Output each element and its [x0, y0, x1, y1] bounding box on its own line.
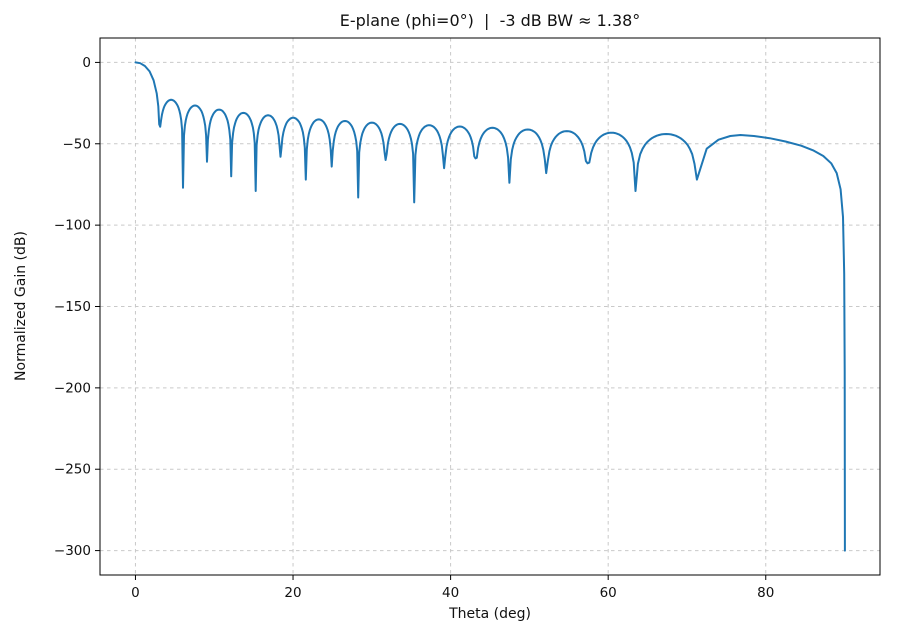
plot-border — [99, 37, 881, 576]
chart-title: E-plane (phi=0°) | -3 dB BW ≈ 1.38° — [339, 11, 641, 30]
x-tick-label: 80 — [757, 585, 774, 601]
y-tick-label: −100 — [54, 218, 91, 234]
y-tick-label: −300 — [54, 543, 91, 559]
y-axis-label: Normalized Gain (dB) — [13, 231, 29, 381]
x-tick-label: 40 — [442, 585, 459, 601]
y-tick-label: 0 — [82, 55, 91, 71]
x-tick-label: 60 — [600, 585, 617, 601]
y-tick-label: −250 — [54, 462, 91, 478]
pattern-curve — [134, 61, 846, 552]
x-tick-label: 20 — [284, 585, 301, 601]
x-axis-label: Theta (deg) — [449, 606, 531, 622]
y-tick-label: −200 — [54, 380, 91, 396]
y-tick-label: −50 — [63, 136, 92, 152]
y-tick-label: −150 — [54, 299, 91, 315]
x-tick-label: 0 — [131, 585, 140, 601]
